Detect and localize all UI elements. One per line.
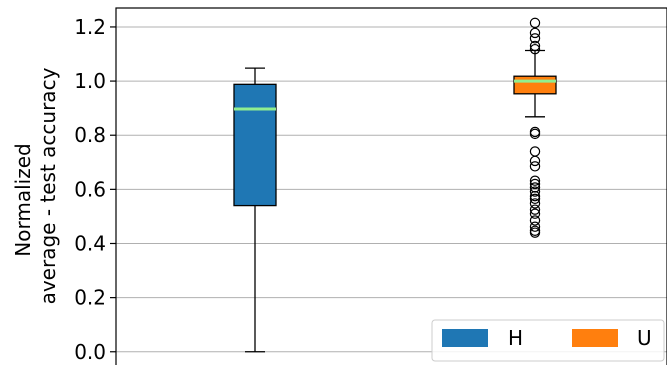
outlier-point: [529, 215, 541, 226]
y-tick-label: 0.4: [74, 231, 106, 255]
legend-label-h: H: [508, 326, 523, 350]
y-tick-label: 1.0: [74, 69, 106, 93]
y-axis: 0.0 0.2 0.4 0.6 0.8 1.0 1.2: [74, 15, 116, 364]
outlier-point: [529, 198, 541, 209]
outlier-point: [529, 204, 541, 215]
legend-swatch-u: [572, 329, 618, 347]
outlier-point: [529, 227, 541, 238]
y-tick-label: 0.8: [74, 123, 106, 147]
y-axis-label: Normalized average - test accuracy: [11, 67, 60, 304]
outlier-point: [529, 40, 541, 52]
box-iqr: [233, 83, 277, 207]
outlier-point: [529, 186, 541, 197]
boxes: [233, 17, 557, 353]
outlier-point: [529, 155, 541, 167]
box-h: [233, 67, 277, 353]
y-axis-label-line-2: average - test accuracy: [36, 67, 60, 304]
y-tick-label: 1.2: [74, 15, 106, 39]
legend-label-u: U: [637, 326, 652, 350]
outlier-point: [529, 208, 541, 219]
box-u: [513, 17, 557, 238]
outlier-point: [529, 221, 541, 232]
outlier-point: [529, 178, 541, 190]
outlier-point: [529, 161, 541, 172]
y-tick-label: 0.0: [74, 340, 106, 364]
outlier-point: [529, 193, 541, 205]
gridlines: [116, 26, 667, 353]
legend-swatch-h: [442, 329, 488, 347]
outlier-point: [529, 27, 541, 39]
box-iqr: [513, 75, 557, 95]
plot-frame: [115, 7, 667, 365]
legend: H U: [431, 319, 665, 362]
y-axis-label-line-1: Normalized: [11, 143, 35, 256]
outlier-point: [529, 190, 541, 202]
outlier-point: [529, 175, 541, 186]
outlier-point: [529, 33, 541, 44]
outlier-point: [529, 146, 541, 157]
outlier-point: [529, 128, 541, 140]
y-tick-label: 0.6: [74, 177, 106, 201]
y-tick-label: 0.2: [74, 286, 106, 310]
outlier-point: [529, 43, 541, 55]
outlier-point: [529, 17, 541, 29]
